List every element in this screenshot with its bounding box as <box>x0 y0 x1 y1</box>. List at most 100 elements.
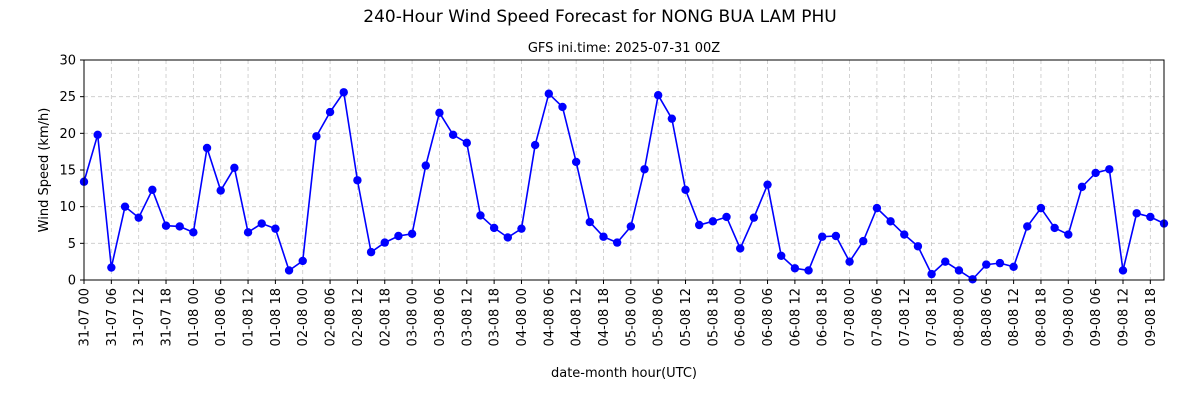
data-point <box>886 217 895 226</box>
x-tick-label: 05-08 00 <box>624 288 639 346</box>
data-point <box>243 228 253 237</box>
x-tick-label: 04-08 00 <box>515 288 530 346</box>
data-point <box>325 107 335 117</box>
x-tick-label: 04-08 18 <box>597 288 612 346</box>
y-tick-label: 10 <box>59 200 76 215</box>
data-point <box>257 219 266 228</box>
data-point <box>1091 168 1100 178</box>
series-line <box>83 90 1165 281</box>
x-tick-label: 02-08 06 <box>324 288 339 346</box>
data-point <box>271 224 280 233</box>
x-tick-label: 03-08 12 <box>460 288 475 346</box>
data-point <box>694 220 704 230</box>
data-point <box>859 236 868 246</box>
data-point <box>476 211 485 220</box>
data-point <box>462 138 471 148</box>
x-tick-label: 01-08 12 <box>242 288 257 346</box>
data-point <box>544 89 554 98</box>
data-point <box>93 130 102 139</box>
data-point <box>394 231 403 241</box>
data-point <box>954 266 964 275</box>
data-point <box>134 213 143 222</box>
x-tick-label: 31-07 12 <box>132 288 147 346</box>
data-point <box>339 88 348 97</box>
data-point <box>517 224 526 233</box>
data-point <box>230 163 239 172</box>
y-tick-label: 5 <box>68 237 76 252</box>
x-tick-label: 08-08 12 <box>1007 288 1022 346</box>
data-point <box>790 264 800 273</box>
data-point <box>1077 182 1087 192</box>
data-point <box>312 132 321 141</box>
x-tick-label: 04-08 06 <box>542 288 557 346</box>
x-tick-label: 07-08 00 <box>843 288 858 346</box>
data-point <box>708 217 718 226</box>
data-point <box>1105 165 1114 174</box>
x-tick-label: 05-08 18 <box>706 288 721 346</box>
data-point <box>175 222 184 231</box>
data-point <box>1064 230 1073 239</box>
data-point <box>612 238 622 247</box>
data-point <box>599 232 608 241</box>
data-point <box>421 161 430 170</box>
x-axis-label: date-month hour(UTC) <box>551 366 697 381</box>
data-point <box>722 212 731 222</box>
data-point <box>1118 266 1128 275</box>
data-point <box>216 186 225 195</box>
x-tick-label: 01-08 00 <box>187 288 202 346</box>
data-point <box>777 251 786 260</box>
data-point <box>189 228 198 237</box>
data-point <box>1009 262 1018 271</box>
y-tick-label: 15 <box>59 164 76 179</box>
data-point <box>1146 212 1155 222</box>
x-tick-label: 07-08 06 <box>870 288 885 346</box>
x-tick-label: 02-08 00 <box>296 288 311 346</box>
data-point <box>366 247 376 257</box>
data-point <box>202 143 212 153</box>
y-tick-label: 0 <box>68 274 76 289</box>
data-point <box>900 230 909 239</box>
x-tick-label: 08-08 18 <box>1034 288 1049 346</box>
x-tick-label: 05-08 06 <box>652 288 667 346</box>
data-point <box>284 266 294 275</box>
data-point <box>831 231 841 241</box>
data-point <box>995 258 1005 268</box>
data-point <box>571 157 581 167</box>
y-axis-ticks: 0 5 10 15 20 25 30 <box>59 54 84 289</box>
data-point <box>503 233 512 242</box>
x-tick-label: 06-08 18 <box>816 288 831 346</box>
chart-subtitle: GFS ini.time: 2025-07-31 00Z <box>528 41 720 56</box>
x-tick-label: 08-08 00 <box>952 288 967 346</box>
x-axis-ticks: 31-07 00 31-07 06 31-07 12 31-07 18 01-08 00… <box>78 280 1159 346</box>
y-axis-label: Wind Speed (km/h) <box>37 108 52 233</box>
data-point <box>913 242 923 251</box>
y-tick-label: 25 <box>59 90 76 105</box>
data-point <box>927 269 936 279</box>
data-point <box>804 266 813 275</box>
data-point <box>1023 222 1032 231</box>
x-tick-label: 07-08 18 <box>925 288 940 346</box>
data-point <box>353 176 362 185</box>
data-point <box>1036 203 1046 213</box>
x-tick-label: 04-08 12 <box>570 288 585 346</box>
x-tick-label: 06-08 00 <box>734 288 749 346</box>
plot-frame <box>83 59 1165 281</box>
data-point <box>435 108 444 118</box>
data-point <box>941 257 950 266</box>
data-point <box>1050 223 1059 233</box>
data-point <box>968 275 977 284</box>
data-point <box>982 260 991 269</box>
data-point <box>640 165 649 174</box>
y-tick-label: 30 <box>59 54 76 69</box>
x-tick-label: 01-08 18 <box>269 288 284 346</box>
x-tick-label: 07-08 12 <box>898 288 913 346</box>
data-point <box>380 238 389 247</box>
wind-speed-series <box>79 88 1169 284</box>
data-point <box>749 213 759 222</box>
data-point <box>120 202 130 211</box>
x-tick-label: 03-08 18 <box>488 288 503 346</box>
data-point <box>489 223 499 233</box>
x-tick-label: 31-07 18 <box>160 288 175 346</box>
x-tick-label: 05-08 12 <box>679 288 694 346</box>
data-point <box>148 185 157 194</box>
